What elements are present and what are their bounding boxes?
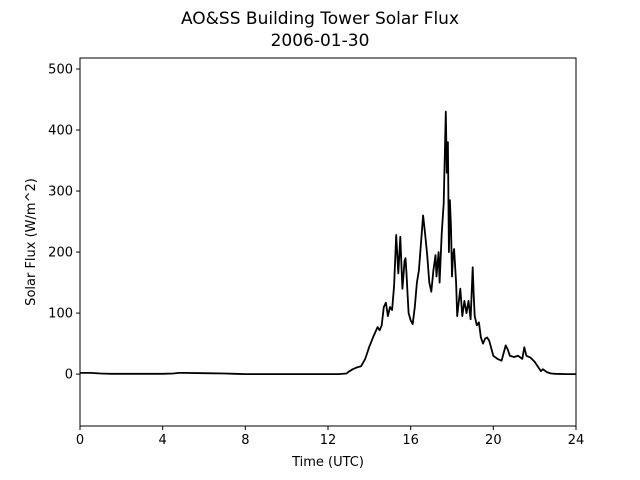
x-tick-label: 16 — [402, 433, 419, 448]
chart-subtitle: 2006-01-30 — [271, 31, 370, 51]
axis-ticks: 0 4 8 12 16 20 24 0 100 200 300 400 500 — [48, 62, 584, 448]
x-axis-label: Time (UTC) — [291, 455, 364, 470]
y-tick-label: 0 — [65, 368, 73, 383]
y-tick-label: 200 — [48, 246, 73, 261]
x-tick-label: 8 — [241, 433, 249, 448]
x-tick-label: 12 — [320, 433, 337, 448]
x-tick-label: 0 — [76, 433, 84, 448]
plot-frame — [79, 57, 577, 427]
y-tick-label: 400 — [48, 124, 73, 139]
chart-title: AO&SS Building Tower Solar Flux — [181, 9, 459, 29]
y-tick-label: 100 — [48, 307, 73, 322]
x-tick-label: 20 — [485, 433, 502, 448]
y-axis-label: Solar Flux (W/m^2) — [24, 178, 39, 306]
y-tick-label: 500 — [48, 62, 73, 77]
solar-flux-line — [80, 110, 576, 375]
y-tick-label: 300 — [48, 185, 73, 200]
x-tick-label: 4 — [159, 433, 167, 448]
x-tick-label: 24 — [568, 433, 585, 448]
